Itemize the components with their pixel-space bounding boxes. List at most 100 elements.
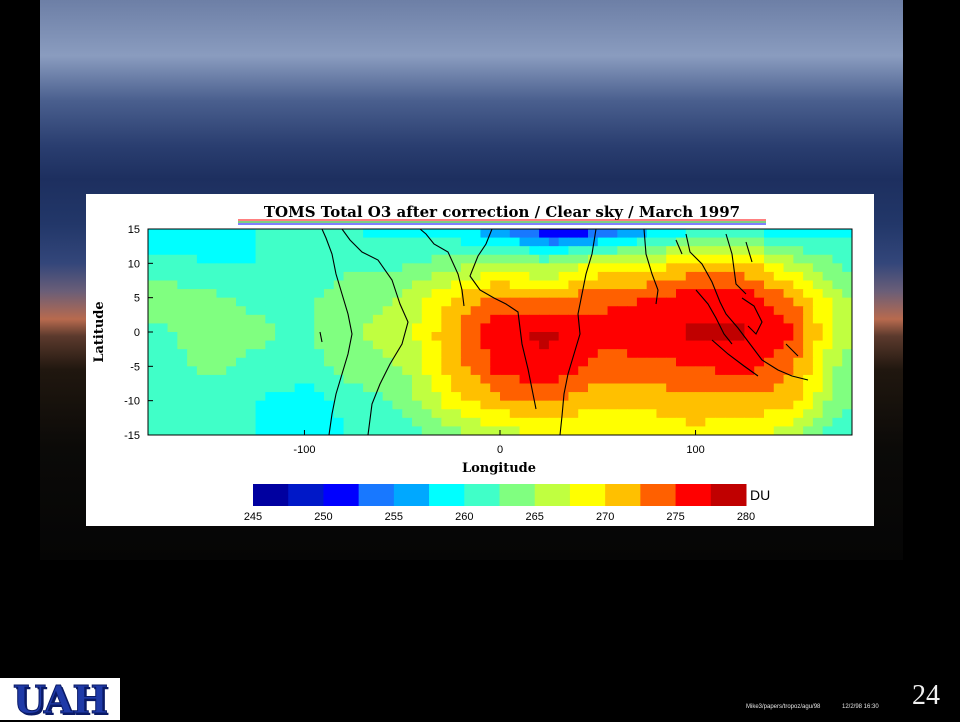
heatmap-cell: [460, 263, 472, 273]
heatmap-cell: [480, 297, 491, 307]
heatmap-cell: [734, 263, 746, 273]
heatmap-cell: [695, 271, 706, 282]
heatmap-cell: [421, 332, 433, 342]
heatmap-cell: [822, 297, 834, 307]
heatmap-cell: [588, 417, 599, 428]
heatmap-cell: [764, 400, 775, 410]
heatmap-cell: [490, 357, 501, 367]
heatmap-cell: [480, 392, 491, 402]
heatmap-cell: [578, 229, 589, 239]
heatmap-cell: [539, 306, 550, 316]
heatmap-cell: [148, 254, 159, 264]
heatmap-cell: [344, 435, 354, 444]
heatmap-cell: [607, 323, 618, 333]
heatmap-cell: [636, 426, 648, 435]
heatmap-cell: [705, 332, 716, 342]
heatmap-cell: [724, 349, 736, 359]
heatmap-cell: [168, 435, 178, 444]
heatmap-cell: [715, 426, 726, 435]
heatmap-cell: [666, 332, 677, 342]
heatmap-cell: [627, 409, 638, 419]
heatmap-cell: [284, 400, 296, 410]
heatmap-cell: [304, 280, 315, 290]
heatmap-cell: [470, 392, 482, 402]
heatmap-cell: [216, 306, 227, 316]
heatmap-cell: [412, 306, 423, 316]
heatmap-cell: [431, 254, 442, 264]
heatmap-cell: [372, 332, 384, 342]
heatmap-cell: [490, 400, 501, 410]
heatmap-cell: [666, 246, 677, 256]
heatmap-cell: [148, 417, 159, 428]
heatmap-cell: [822, 417, 834, 428]
heatmap-cell: [832, 426, 843, 435]
heatmap-cell: [842, 246, 852, 256]
heatmap-cell: [431, 400, 442, 410]
heatmap-cell: [509, 254, 521, 264]
heatmap-cell: [685, 254, 697, 264]
heatmap-cell: [245, 289, 257, 299]
heatmap-cell: [715, 357, 726, 367]
heatmap-cell: [372, 366, 384, 376]
heatmap-cell: [265, 254, 276, 264]
heatmap-cell: [685, 400, 697, 410]
heatmap-cell: [793, 237, 804, 247]
heatmap-cell: [568, 332, 579, 342]
heatmap-cell: [382, 229, 394, 239]
heatmap-cell: [226, 254, 237, 264]
heatmap-cell: [823, 435, 833, 444]
heatmap-cell: [734, 297, 746, 307]
heatmap-cell: [196, 254, 208, 264]
heatmap-cell: [265, 435, 275, 444]
heatmap-cell: [588, 271, 599, 282]
heatmap-cell: [724, 374, 736, 385]
heatmap-cell: [793, 366, 804, 376]
heatmap-cell: [793, 314, 804, 325]
heatmap-cell: [529, 357, 540, 367]
heatmap-cell: [568, 426, 579, 435]
heatmap-cell: [382, 374, 394, 385]
heatmap-cell: [148, 366, 159, 376]
heatmap-cell: [695, 349, 706, 359]
heatmap-cell: [412, 400, 423, 410]
heatmap-cell: [196, 314, 208, 325]
heatmap-cell: [842, 357, 852, 367]
heatmap-cell: [490, 409, 501, 419]
heatmap-cell: [685, 392, 697, 402]
heatmap-cell: [421, 409, 433, 419]
heatmap-cell: [343, 374, 354, 385]
heatmap-cell: [724, 392, 736, 402]
heatmap-cell: [548, 374, 560, 385]
heatmap-cell: [636, 306, 648, 316]
heatmap-cell: [666, 254, 677, 264]
heatmap-cell: [842, 314, 852, 325]
heatmap-cell: [666, 392, 677, 402]
heatmap-cell: [724, 332, 736, 342]
heatmap-cell: [793, 246, 804, 256]
heatmap-cell: [353, 409, 364, 419]
heatmap-cell: [333, 237, 345, 247]
heatmap-cell: [617, 229, 628, 239]
heatmap-cell: [265, 280, 276, 290]
heatmap-cell: [676, 280, 687, 290]
heatmap-cell: [705, 237, 716, 247]
heatmap-cell: [148, 435, 158, 444]
heatmap-cell: [617, 271, 628, 282]
heatmap-cell: [324, 246, 335, 256]
heatmap-cell: [255, 271, 266, 282]
heatmap-cell: [812, 340, 824, 350]
heatmap-cell: [764, 237, 775, 247]
heatmap-cell: [431, 263, 442, 273]
colorbar-swatch: [464, 484, 500, 506]
heatmap-cell: [353, 349, 364, 359]
heatmap-cell: [773, 392, 785, 402]
heatmap-cell: [646, 246, 658, 256]
heatmap-cell: [324, 323, 335, 333]
heatmap-cell: [539, 280, 550, 290]
heatmap-cell: [676, 289, 687, 299]
heatmap-cell: [431, 229, 442, 239]
heatmap-cell: [832, 332, 843, 342]
heatmap-cell: [372, 306, 384, 316]
heatmap-cell: [539, 357, 550, 367]
heatmap-cell: [705, 280, 716, 290]
